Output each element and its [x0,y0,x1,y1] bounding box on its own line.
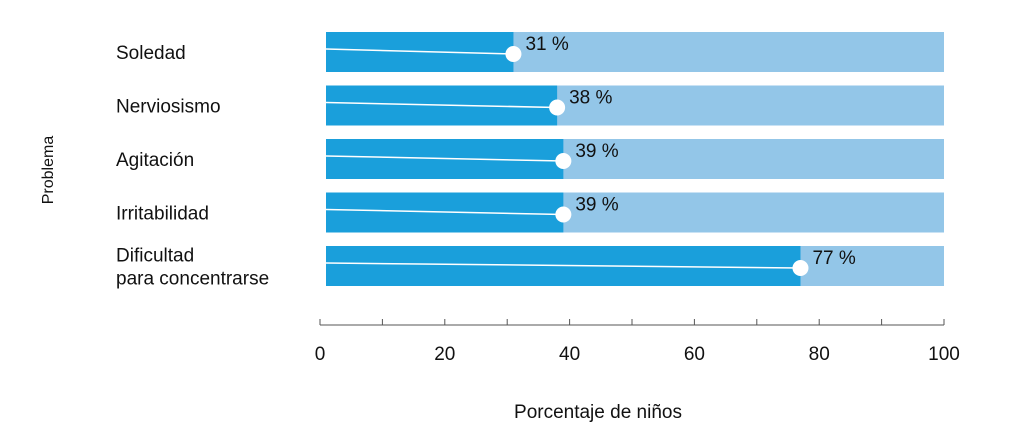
category-label: Dificultad para concentrarse [116,246,269,290]
labels-layer: 31 % Soledad 38 % Nerviosismo 39 % Agitación 3… [116,34,856,290]
value-label: 31 % [525,34,568,55]
value-marker [792,260,809,276]
bars-layer [325,32,944,286]
value-label: 77 % [812,248,855,269]
y-axis-title: Problema [40,136,57,205]
value-marker [555,153,572,169]
category-label: Nerviosismo [116,97,221,118]
x-tick-label: 20 [434,344,455,365]
x-tick-label: 0 [315,344,326,365]
x-tick-label: 60 [684,344,705,365]
category-label: Agitación [116,150,194,171]
x-axis: 0 20 40 60 80 100 [315,319,960,365]
value-marker [549,99,566,116]
value-guide-line [325,155,564,162]
x-axis-title: Porcentaje de niños [514,402,682,423]
value-guide-line [325,101,558,109]
x-tick-label: 100 [928,344,960,365]
value-guide-line [325,208,564,216]
x-tick-label: 80 [809,344,830,365]
x-tick-label: 40 [559,344,580,365]
category-label: Soledad [116,43,186,64]
value-marker [505,46,522,62]
category-label: Irritabilidad [116,204,209,225]
value-marker [555,206,572,223]
value-label: 39 % [575,195,618,216]
value-guide-line [325,48,514,55]
value-guide-line [325,262,801,269]
value-label: 39 % [575,141,618,162]
value-label: 38 % [569,88,612,109]
